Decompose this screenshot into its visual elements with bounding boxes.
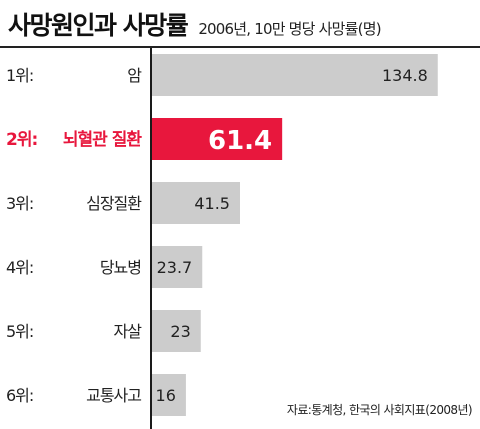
value-label-3: 41.5 bbox=[194, 194, 230, 213]
value-label-2: 61.4 bbox=[208, 126, 272, 156]
rank-label-4: 4위: bbox=[6, 258, 33, 277]
rank-label-5: 5위: bbox=[6, 322, 33, 341]
bar-3 bbox=[152, 182, 240, 224]
value-label-1: 134.8 bbox=[382, 66, 428, 85]
category-axis-line bbox=[150, 48, 152, 429]
chart-header: 사망원인과 사망률 2006년, 10만 명당 사망률(명) bbox=[8, 6, 382, 42]
value-label-6: 16 bbox=[156, 386, 176, 405]
value-label-4: 23.7 bbox=[157, 258, 193, 277]
bar-2 bbox=[152, 118, 283, 160]
category-label-4: 당뇨병 bbox=[100, 258, 141, 277]
category-label-1: 암 bbox=[127, 66, 142, 85]
category-label-6: 교통사고 bbox=[86, 386, 141, 405]
chart-subtitle: 2006년, 10만 명당 사망률(명) bbox=[198, 20, 381, 38]
title-divider bbox=[0, 46, 480, 48]
bar-1 bbox=[152, 54, 438, 96]
value-label-5: 23 bbox=[170, 322, 190, 341]
bar-4 bbox=[152, 246, 203, 288]
category-label-3: 심장질환 bbox=[86, 194, 142, 213]
source-note: 자료:통계청, 한국의 사회지표(2008년) bbox=[286, 403, 473, 417]
rank-label-2: 2위: bbox=[6, 130, 37, 150]
chart-title: 사망원인과 사망률 bbox=[8, 11, 189, 40]
bar-6 bbox=[152, 374, 186, 416]
rank-label-1: 1위: bbox=[6, 66, 33, 85]
rank-label-3: 3위: bbox=[6, 194, 33, 213]
bar-5 bbox=[152, 310, 201, 352]
category-label-5: 자살 bbox=[114, 322, 143, 341]
rank-label-6: 6위: bbox=[6, 386, 33, 405]
category-label-2: 뇌혈관 질환 bbox=[63, 129, 142, 150]
